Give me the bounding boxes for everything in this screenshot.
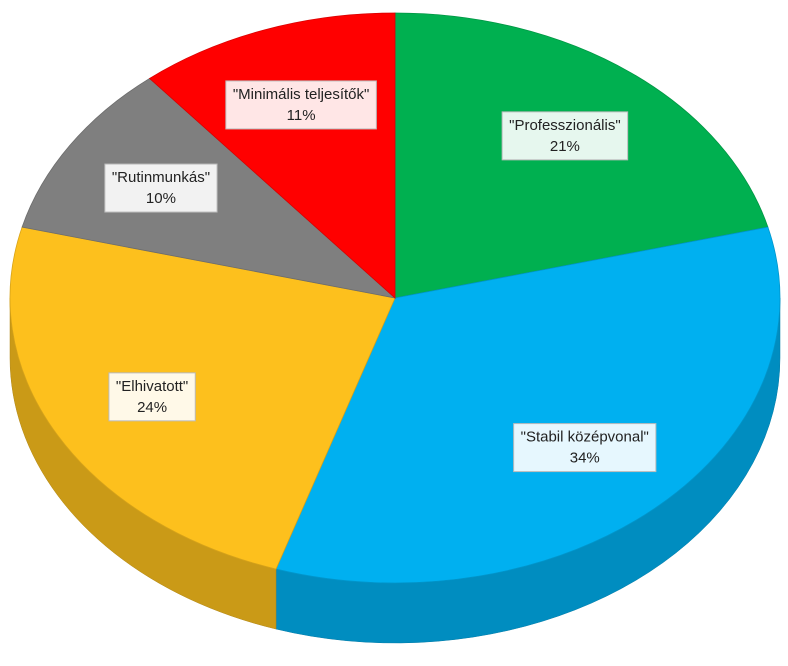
value-label: 10% <box>146 190 176 207</box>
data-label: "Rutinmunkás" 10% <box>104 163 218 213</box>
value-label: 21% <box>550 138 580 155</box>
label-box <box>501 111 629 161</box>
label-box <box>513 423 657 473</box>
category-label: "Rutinmunkás" <box>112 169 210 186</box>
value-label: 34% <box>570 450 600 467</box>
data-label: "Elhivatott" 24% <box>108 372 196 422</box>
data-label: "Stabil középvonal" 34% <box>513 423 657 473</box>
label-box <box>104 163 218 213</box>
category-label: "Stabil középvonal" <box>521 429 649 446</box>
data-label: "Professzionális" 21% <box>501 111 629 161</box>
value-label: 24% <box>137 399 167 416</box>
label-box <box>108 372 196 422</box>
value-label: 11% <box>287 107 316 124</box>
slice <box>275 226 781 584</box>
data-label: "Minimális teljesítők" 11% <box>225 80 377 130</box>
category-label: "Elhivatott" <box>116 378 188 395</box>
slice <box>9 226 396 570</box>
label-box <box>225 80 377 130</box>
category-label: "Minimális teljesítők" <box>233 86 370 103</box>
category-label: "Professzionális" <box>509 117 621 134</box>
